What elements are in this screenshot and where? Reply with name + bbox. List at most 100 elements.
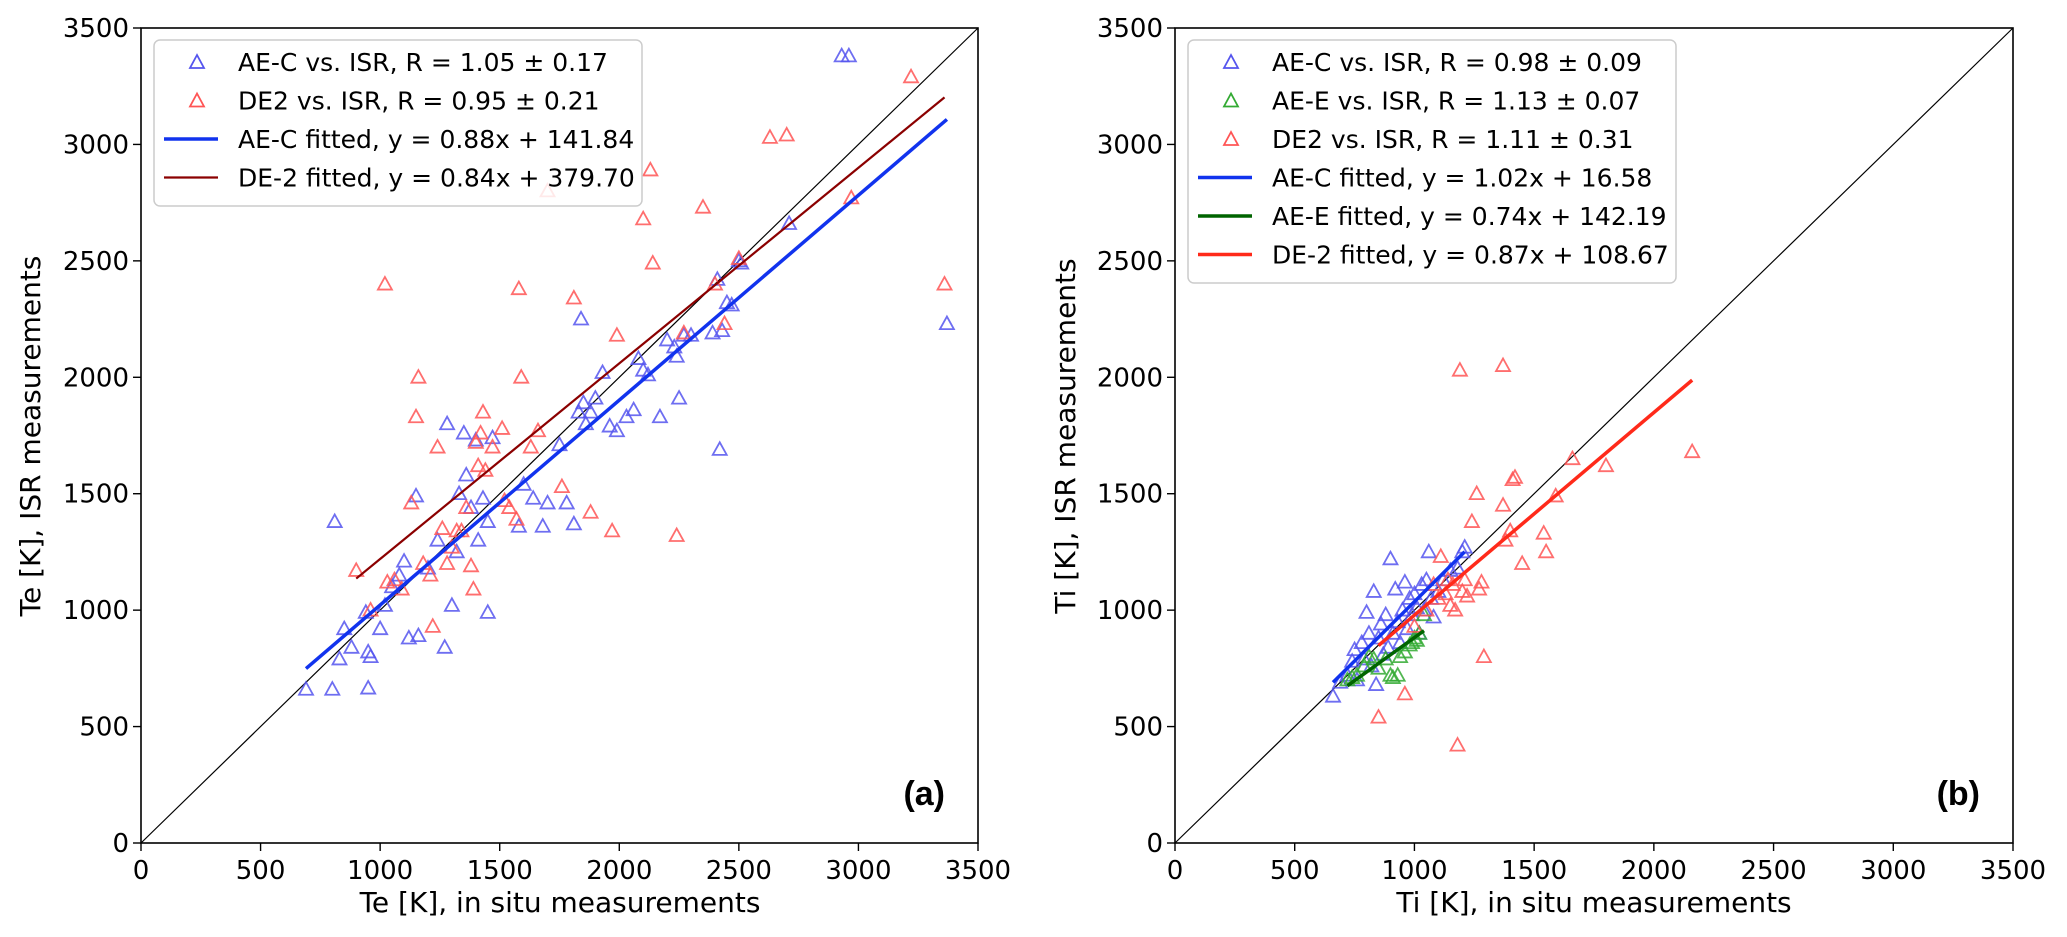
data-point xyxy=(493,419,511,435)
data-point xyxy=(462,556,480,573)
data-point xyxy=(840,46,858,63)
data-point xyxy=(402,493,420,510)
data-point xyxy=(565,289,583,305)
y-tick-label: 1500 xyxy=(63,480,129,510)
y-tick-label: 2000 xyxy=(63,363,129,393)
data-point xyxy=(634,209,652,226)
data-point xyxy=(1504,470,1522,487)
x-tick-label: 1500 xyxy=(1501,856,1567,886)
legend-label: DE2 vs. ISR, R = 0.95 ± 0.21 xyxy=(238,87,600,116)
x-tick-label: 500 xyxy=(1270,856,1320,886)
y-tick-label: 3500 xyxy=(1097,14,1163,44)
data-point xyxy=(1379,638,1397,654)
data-point xyxy=(935,275,954,291)
y-tick-label: 3500 xyxy=(63,14,129,44)
data-point xyxy=(715,314,734,331)
x-tick-label: 3500 xyxy=(1980,856,2046,886)
x-tick-label: 2500 xyxy=(1740,856,1806,886)
data-point xyxy=(524,489,542,505)
panel-label: (b) xyxy=(1937,775,1980,813)
data-point xyxy=(510,279,528,296)
data-point xyxy=(1468,484,1486,501)
data-point xyxy=(342,638,360,654)
data-point xyxy=(376,275,394,291)
legend-entry: AE-C fitted, y = 1.02x + 16.58 xyxy=(1198,164,1652,193)
data-point xyxy=(407,486,425,503)
data-point xyxy=(641,160,659,177)
data-point xyxy=(323,680,341,696)
x-tick-label: 0 xyxy=(133,856,150,886)
series-ae-e-vs-isr xyxy=(1338,605,1433,687)
data-point xyxy=(464,580,482,596)
fit-line xyxy=(1331,550,1466,684)
legend-label: DE-2 fitted, y = 0.84x + 379.70 xyxy=(238,164,635,193)
x-tick-label: 3500 xyxy=(945,856,1011,886)
data-point xyxy=(1413,575,1431,591)
data-point xyxy=(1384,668,1402,684)
y-tick-label: 2500 xyxy=(63,247,129,277)
x-tick-label: 2500 xyxy=(706,856,772,886)
data-point xyxy=(574,393,592,410)
data-point xyxy=(1448,559,1467,575)
legend: AE-C vs. ISR, R = 0.98 ± 0.09 AE-E vs. IS… xyxy=(1187,39,1677,284)
data-point xyxy=(1456,570,1474,587)
data-point xyxy=(297,680,315,696)
data-point xyxy=(467,433,485,449)
data-point xyxy=(474,403,492,419)
data-point xyxy=(455,424,473,440)
data-point xyxy=(1348,670,1366,687)
data-point xyxy=(421,566,439,582)
legend-entry: DE2 vs. ISR, R = 1.11 ± 0.31 xyxy=(1222,125,1634,154)
x-tick-label: 500 xyxy=(236,856,286,886)
panel-a: Te [K], in situ measurements Te [K], ISR… xyxy=(14,14,1011,919)
panel-label: (a) xyxy=(903,775,945,813)
data-point xyxy=(512,368,530,384)
data-point xyxy=(1425,575,1443,591)
data-point xyxy=(938,314,956,331)
data-point xyxy=(1494,496,1512,512)
data-point xyxy=(330,649,349,666)
legend-box xyxy=(153,39,643,207)
data-point xyxy=(1683,442,1701,459)
y-axis-label: Ti [K], ISR measurements xyxy=(1049,258,1082,614)
data-point xyxy=(1396,573,1414,589)
data-point xyxy=(582,403,600,419)
legend-entry: DE-2 fitted, y = 0.84x + 379.70 xyxy=(164,164,635,193)
y-tick-label: 1000 xyxy=(63,596,129,626)
data-point xyxy=(378,573,396,589)
data-point xyxy=(1506,468,1524,484)
data-point xyxy=(1401,589,1419,605)
data-point xyxy=(436,638,454,654)
legend-entry: AE-C vs. ISR, R = 0.98 ± 0.09 xyxy=(1222,48,1642,77)
data-point xyxy=(1494,356,1512,372)
data-point xyxy=(326,512,344,528)
data-point xyxy=(438,414,456,431)
data-point xyxy=(1365,649,1383,666)
x-tick-label: 3000 xyxy=(1860,856,1926,886)
y-tick-label: 500 xyxy=(1113,713,1163,743)
data-point xyxy=(570,403,588,419)
data-point xyxy=(1360,624,1378,640)
legend-entry: DE-2 fitted, y = 0.87x + 108.67 xyxy=(1198,241,1669,270)
data-point xyxy=(658,330,676,347)
data-point xyxy=(1355,649,1373,666)
data-point xyxy=(675,323,693,340)
data-point xyxy=(1396,684,1414,701)
data-point xyxy=(670,389,688,405)
data-point xyxy=(359,679,377,695)
legend-marker-icon xyxy=(188,53,206,69)
series-de2-vs-isr xyxy=(347,67,954,633)
data-point xyxy=(474,489,492,505)
legend-label: AE-C vs. ISR, R = 0.98 ± 0.09 xyxy=(1272,48,1642,77)
x-tick-label: 3000 xyxy=(825,856,891,886)
data-point xyxy=(429,531,447,547)
data-point xyxy=(457,498,475,514)
data-point xyxy=(1353,633,1371,650)
x-axis-label: Ti [K], in situ measurements xyxy=(1395,886,1791,919)
data-point xyxy=(448,542,466,559)
data-point xyxy=(371,619,389,636)
legend-label: DE-2 fitted, y = 0.87x + 108.67 xyxy=(1272,241,1669,270)
data-point xyxy=(608,326,626,342)
fit-line xyxy=(355,96,946,580)
fit-line xyxy=(304,118,949,670)
